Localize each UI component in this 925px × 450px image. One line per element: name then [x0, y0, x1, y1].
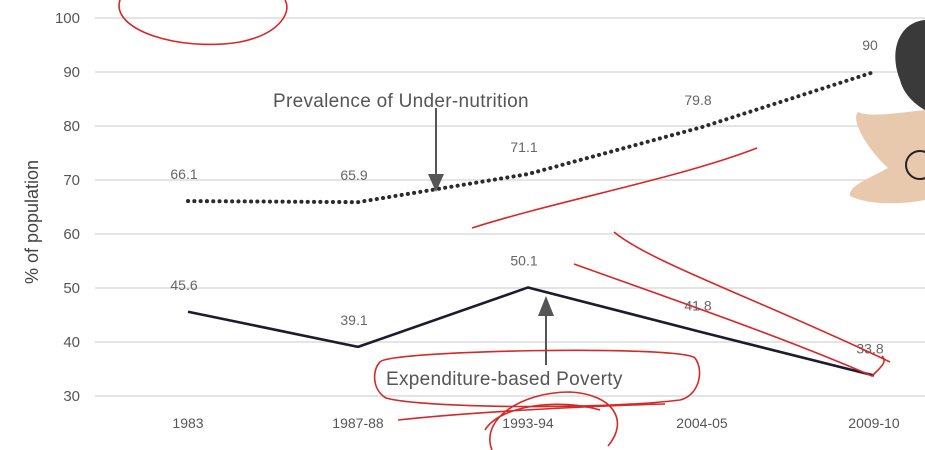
pen-stroke-3 — [573, 263, 885, 377]
y-tick-label: 80 — [63, 118, 80, 135]
annotation-poverty: Expenditure-based Poverty — [386, 369, 623, 390]
x-tick-label: 1983 — [172, 415, 203, 431]
y-tick-label: 60 — [63, 226, 80, 243]
data-label: 65.9 — [340, 167, 367, 183]
pen-stroke-2 — [613, 231, 891, 363]
y-tick-label: 90 — [63, 64, 80, 81]
gridlines — [95, 17, 925, 397]
x-tick-label: 2009-10 — [848, 415, 900, 431]
pen-underline — [397, 403, 666, 421]
pen-box-poverty — [373, 349, 701, 408]
annotation-undernutrition: Prevalence of Under-nutrition — [273, 91, 529, 112]
x-tick-label: 1993-94 — [502, 415, 554, 431]
data-label: 66.1 — [170, 166, 197, 182]
pen-circle-top — [118, 0, 288, 46]
data-label: 45.6 — [170, 277, 197, 293]
series-lines — [186, 70, 876, 377]
pen-stroke-1 — [471, 147, 758, 229]
arrow-undernutrition — [428, 108, 444, 192]
presenter-figure — [849, 20, 925, 204]
arrow-poverty — [538, 296, 554, 365]
data-label: 71.1 — [510, 139, 537, 155]
y-tick-label: 70 — [63, 172, 80, 189]
y-tick-label: 50 — [63, 280, 80, 297]
pen-annotations — [118, 0, 891, 450]
y-tick-labels: 30 40 50 60 70 80 90 100 — [55, 10, 80, 405]
y-axis-label: % of population — [22, 160, 42, 284]
data-label: 39.1 — [340, 312, 367, 328]
y-tick-label: 40 — [63, 334, 80, 351]
y-tick-label: 100 — [55, 10, 80, 27]
y-tick-label: 30 — [63, 388, 80, 405]
series-line-poverty — [187, 286, 875, 377]
x-tick-label: 2004-05 — [676, 415, 728, 431]
data-label: 41.8 — [684, 297, 711, 313]
data-label: 50.1 — [510, 252, 537, 268]
data-labels: 66.1 65.9 71.1 79.8 90 45.6 39.1 50.1 41.8 33.8 — [170, 37, 883, 356]
x-tick-labels: 1983 1987-88 1993-94 2004-05 2009-10 — [172, 415, 899, 431]
x-tick-label: 1987-88 — [332, 415, 384, 431]
data-label: 33.8 — [856, 340, 883, 356]
data-label: 90 — [862, 37, 878, 53]
series-line-undernutrition — [186, 70, 876, 205]
pen-circle-year — [489, 391, 619, 450]
data-label: 79.8 — [684, 92, 711, 108]
